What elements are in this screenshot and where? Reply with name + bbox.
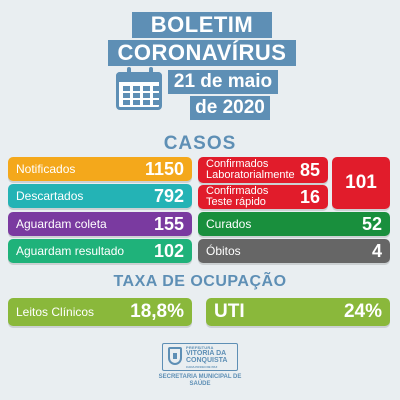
confirmados-teste-value: 16	[299, 186, 320, 207]
uti-label: UTI	[214, 301, 245, 322]
leitos-clinicos-label: Leitos Clínicos	[16, 305, 95, 319]
casos-title: CASOS	[163, 133, 237, 154]
date-line1: 21 de maio	[168, 70, 278, 94]
confirmados-total-card: 101	[332, 157, 390, 209]
confirmados-teste-label-line2: Teste rápido	[206, 196, 266, 208]
confirmados-lab-value: 85	[299, 159, 320, 180]
uti-card: UTI 24%	[206, 298, 390, 326]
leitos-clinicos-card: Leitos Clínicos 18,8%	[8, 298, 192, 326]
notificados-label: Notificados	[16, 162, 76, 176]
aguardam-coleta-card: Aguardam coleta 155	[8, 212, 192, 236]
logo-prefeitura: PREFEITURA	[186, 345, 214, 350]
logo-motto: CADA PASSO DE PAZ	[186, 365, 218, 369]
confirmados-total-value: 101	[345, 172, 377, 193]
confirmados-teste-card: Confirmados Teste rápido 16	[198, 185, 328, 209]
aguardam-resultado-label: Aguardam resultado	[16, 244, 125, 258]
confirmados-lab-label-line2: Laboratorialmente	[206, 169, 295, 181]
city-seal-icon	[168, 347, 182, 365]
calendar-icon	[116, 67, 162, 110]
date-line2: de 2020	[190, 96, 270, 120]
obitos-label: Óbitos	[206, 244, 241, 258]
aguardam-coleta-value: 155	[153, 213, 184, 234]
confirmados-lab-label-line1: Confirmados	[206, 158, 269, 170]
secretaria-line2: SAÚDE	[189, 381, 211, 387]
obitos-card: Óbitos 4	[198, 239, 390, 263]
descartados-value: 792	[153, 185, 184, 206]
taxa-ocupacao-title: TAXA DE OCUPAÇÃO	[113, 273, 287, 290]
logo-city-line1: VITÓRIA DA	[186, 350, 227, 357]
logo-city-line2: CONQUISTA	[186, 357, 228, 364]
obitos-value: 4	[371, 240, 382, 261]
title-line1: BOLETIM	[132, 12, 272, 38]
descartados-card: Descartados 792	[8, 184, 192, 208]
curados-label: Curados	[206, 217, 252, 231]
aguardam-coleta-label: Aguardam coleta	[16, 217, 107, 231]
aguardam-resultado-card: Aguardam resultado 102	[8, 239, 192, 263]
notificados-value: 1150	[144, 158, 184, 179]
curados-card: Curados 52	[198, 212, 390, 236]
confirmados-teste-label-line1: Confirmados	[206, 185, 269, 197]
uti-value: 24%	[343, 301, 382, 322]
confirmados-teste-label: Confirmados Teste rápido	[206, 186, 268, 208]
aguardam-resultado-value: 102	[153, 240, 184, 261]
notificados-card: Notificados 1150	[8, 157, 192, 181]
curados-value: 52	[361, 213, 382, 234]
title-line2: CORONAVÍRUS	[108, 40, 296, 66]
secretaria-line1: SECRETARIA MUNICIPAL DE	[158, 374, 242, 380]
confirmados-lab-label: Confirmados Laboratorialmente	[206, 159, 295, 181]
leitos-clinicos-value: 18,8%	[130, 301, 184, 322]
confirmados-lab-card: Confirmados Laboratorialmente 85	[198, 157, 328, 183]
descartados-label: Descartados	[16, 189, 84, 203]
